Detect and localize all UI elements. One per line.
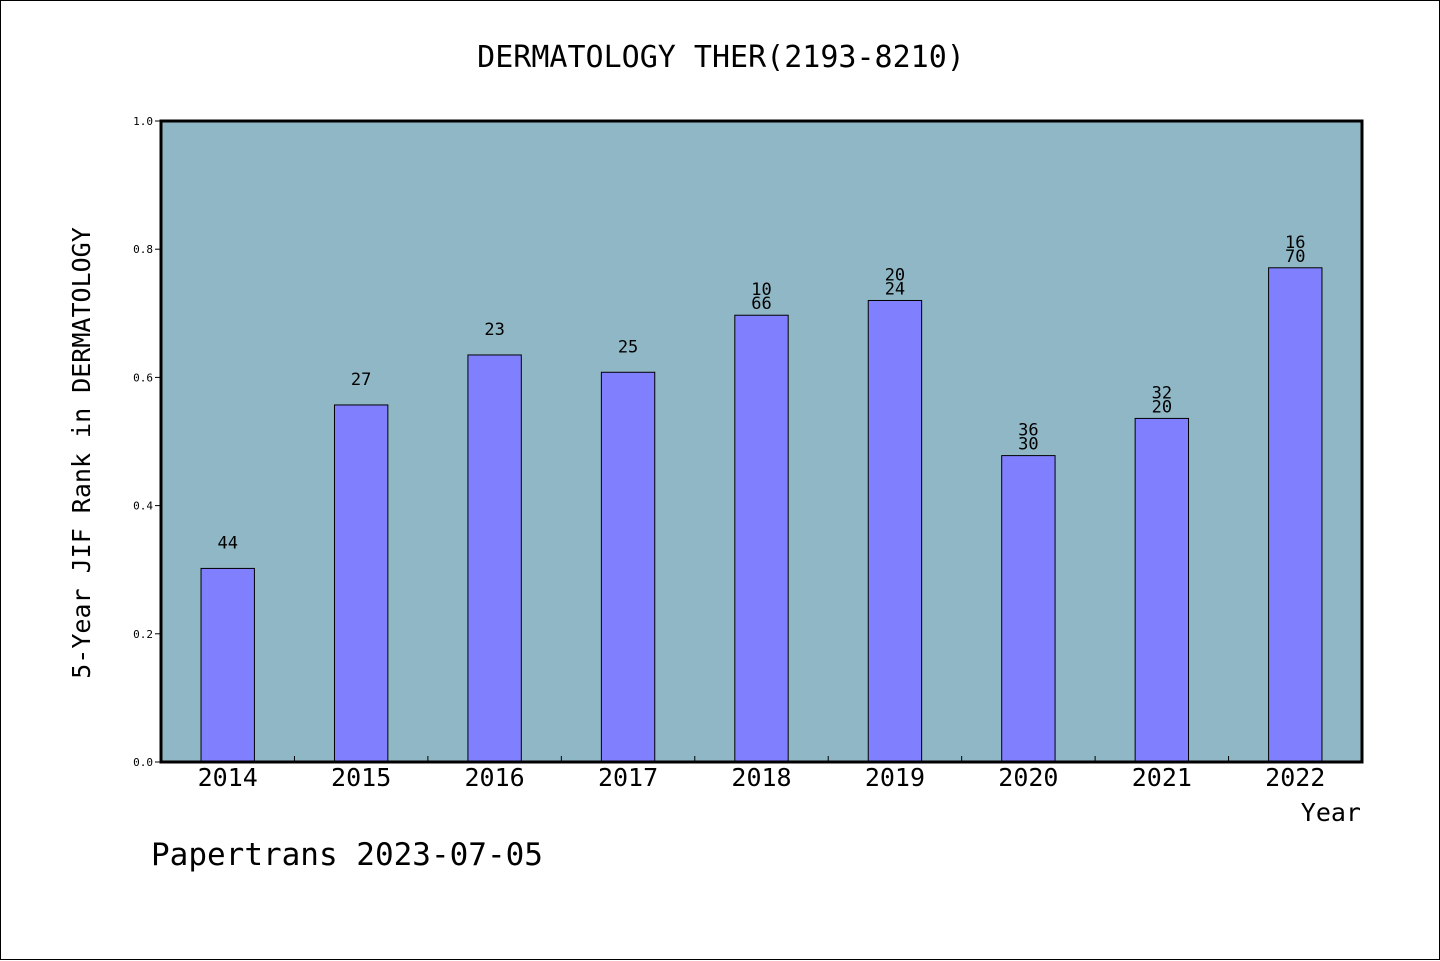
y-tick-label: 1.0 — [133, 115, 153, 128]
data-label: 36 — [1018, 421, 1038, 441]
data-label: 70 — [1285, 247, 1305, 267]
data-label: 44 — [217, 533, 237, 553]
bar-2015 — [333, 404, 389, 763]
data-label: 25 — [618, 337, 638, 357]
bar-2018 — [734, 314, 789, 763]
data-label: 66 — [751, 294, 771, 314]
bar-2020 — [1001, 455, 1056, 763]
plot-border — [159, 119, 1364, 764]
x-tick-label: 2019 — [865, 763, 925, 792]
bar-2019 — [867, 299, 923, 763]
bar-2022 — [1268, 267, 1323, 763]
bar-2017 — [600, 371, 656, 763]
x-tick-label: 2017 — [598, 763, 658, 792]
data-label: 10 — [751, 280, 771, 300]
y-axis-label: 5-Year JIF Rank in DERMATOLOGY — [67, 227, 96, 679]
bar-2021 — [1134, 417, 1190, 763]
x-tick-label: 2018 — [731, 763, 791, 792]
x-tick-label: 2020 — [998, 763, 1058, 792]
data-label: 16 — [1285, 233, 1305, 253]
chart-title: DERMATOLOGY THER(2193-8210) — [477, 40, 965, 75]
y-tick-label: 0.4 — [133, 500, 153, 513]
y-tick-label: 0.6 — [133, 371, 153, 384]
x-tick-label: 2015 — [331, 763, 391, 792]
data-label: 23 — [484, 320, 504, 340]
data-label: 27 — [351, 370, 371, 390]
data-label: 20 — [885, 265, 905, 285]
bar-2016 — [467, 354, 522, 763]
x-tick-label: 2022 — [1265, 763, 1325, 792]
x-tick-label: 2016 — [465, 763, 525, 792]
x-tick-label: 2014 — [198, 763, 258, 792]
data-label: 24 — [885, 279, 905, 299]
y-axis: 0.0 0.2 0.4 0.6 0.8 1.0 — [133, 115, 161, 769]
data-label: 20 — [1152, 397, 1172, 417]
bar-2014 — [200, 567, 255, 763]
y-tick-label: 0.8 — [133, 243, 153, 256]
y-tick-label: 0.0 — [133, 756, 153, 769]
data-label: 30 — [1018, 435, 1038, 455]
data-label: 32 — [1152, 383, 1172, 403]
x-axis-label: Year — [1301, 798, 1361, 827]
x-tick-label: 2021 — [1132, 763, 1192, 792]
bars-group — [200, 267, 1323, 763]
footer-text: Papertrans 2023-07-05 — [151, 837, 543, 873]
x-axis: 2014 2015 2016 2017 2018 2019 2020 2021 2022 — [198, 756, 1325, 792]
y-tick-label: 0.2 — [133, 628, 153, 641]
